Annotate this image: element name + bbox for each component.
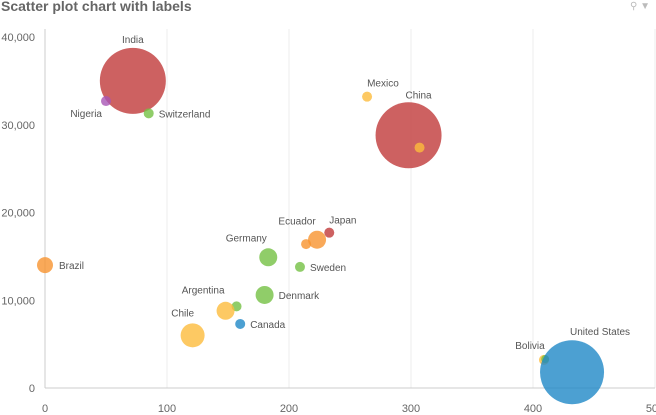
data-label: Argentina <box>182 285 225 296</box>
y-tick-label: 0 <box>29 383 35 395</box>
data-label: Bolivia <box>515 341 545 352</box>
data-point <box>259 248 278 267</box>
data-point <box>37 257 53 274</box>
data-point <box>101 96 111 107</box>
y-tick-label: 40,000 <box>1 32 35 44</box>
data-point <box>301 239 312 250</box>
data-label: Chile <box>171 308 194 319</box>
chart-title: Scatter plot chart with labels <box>1 0 192 14</box>
data-point <box>216 301 235 320</box>
y-tick-label: 30,000 <box>1 120 35 132</box>
data-point <box>308 230 327 249</box>
magnifier-icon[interactable]: ⚲ <box>629 1 638 12</box>
data-label: China <box>405 90 432 101</box>
data-label: Sweden <box>310 263 346 274</box>
x-tick-label: 100 <box>158 403 176 415</box>
data-label: United States <box>570 327 630 338</box>
data-point <box>255 285 274 304</box>
x-tick-label: 0 <box>42 403 48 415</box>
data-label: Germany <box>226 233 267 244</box>
data-label: Canada <box>250 320 285 331</box>
data-point <box>324 227 335 238</box>
data-label: Denmark <box>279 291 321 302</box>
data-point <box>362 91 373 102</box>
x-tick-label: 300 <box>402 403 420 415</box>
data-label: Mexico <box>367 79 399 90</box>
data-label: Brazil <box>59 261 84 272</box>
x-tick-label: 500 <box>646 403 656 415</box>
data-point <box>540 340 605 405</box>
data-label: India <box>122 35 144 46</box>
data-point <box>294 261 305 272</box>
data-label: Switzerland <box>159 109 211 120</box>
dropdown-triangle-icon[interactable]: ▼ <box>640 1 650 12</box>
y-tick-label: 20,000 <box>1 208 35 220</box>
data-point <box>235 318 246 329</box>
data-point <box>99 47 166 114</box>
data-point <box>375 102 442 169</box>
y-tick-label: 10,000 <box>1 295 35 307</box>
data-label: Japan <box>329 216 356 227</box>
data-point <box>180 323 205 348</box>
data-label: Ecuador <box>278 217 316 228</box>
data-label: Nigeria <box>70 109 102 120</box>
data-point <box>143 108 154 119</box>
x-tick-label: 400 <box>524 403 542 415</box>
chart-toolbar: ⚲ ▼ <box>630 1 650 12</box>
x-tick-label: 200 <box>280 403 298 415</box>
data-point <box>414 142 425 153</box>
